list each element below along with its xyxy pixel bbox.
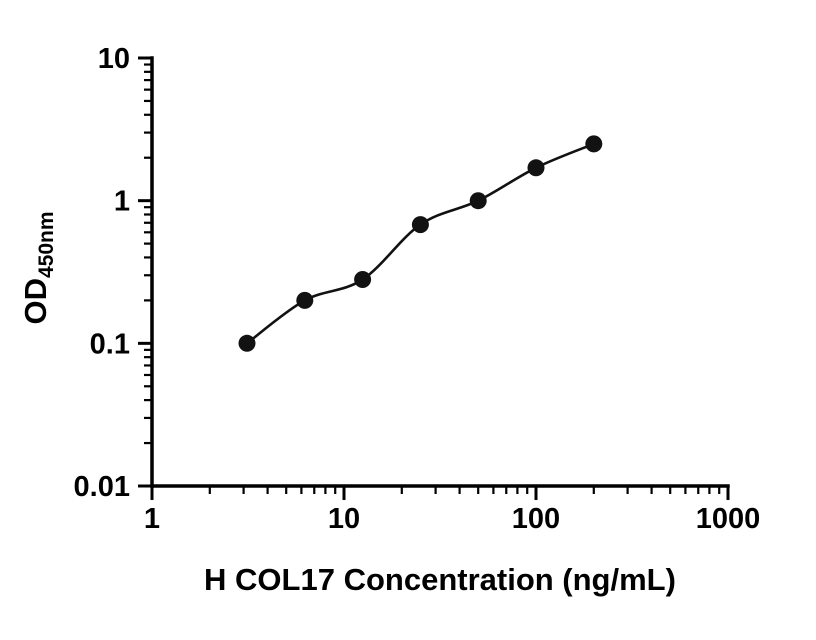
x-tick-label: 1000 bbox=[696, 503, 761, 535]
data-point-marker bbox=[296, 291, 314, 309]
y-tick-label: 0.01 bbox=[74, 471, 130, 503]
y-tick-label: 0.1 bbox=[90, 328, 130, 360]
data-point-marker bbox=[354, 271, 372, 288]
data-point-marker bbox=[585, 135, 603, 153]
x-tick-label: 100 bbox=[512, 503, 560, 535]
y-tick-label: 10 bbox=[98, 43, 130, 75]
y-tick-label: 1 bbox=[114, 186, 130, 218]
x-axis-title: H COL17 Concentration (ng/mL) bbox=[204, 562, 676, 597]
chart-plot-area: 1 10 100 1000 0.01 0.1 1 10 bbox=[74, 43, 761, 535]
data-point-marker bbox=[527, 159, 545, 177]
data-point-marker bbox=[238, 334, 256, 352]
data-point-marker bbox=[411, 216, 429, 234]
x-tick-label: 10 bbox=[328, 503, 360, 535]
y-axis-title-subscript: 450nm bbox=[35, 211, 58, 278]
y-axis-title-main: OD bbox=[18, 278, 53, 325]
y-axis-title: OD450nm bbox=[18, 211, 58, 324]
data-point-marker bbox=[469, 192, 487, 210]
x-tick-label: 1 bbox=[144, 503, 160, 535]
